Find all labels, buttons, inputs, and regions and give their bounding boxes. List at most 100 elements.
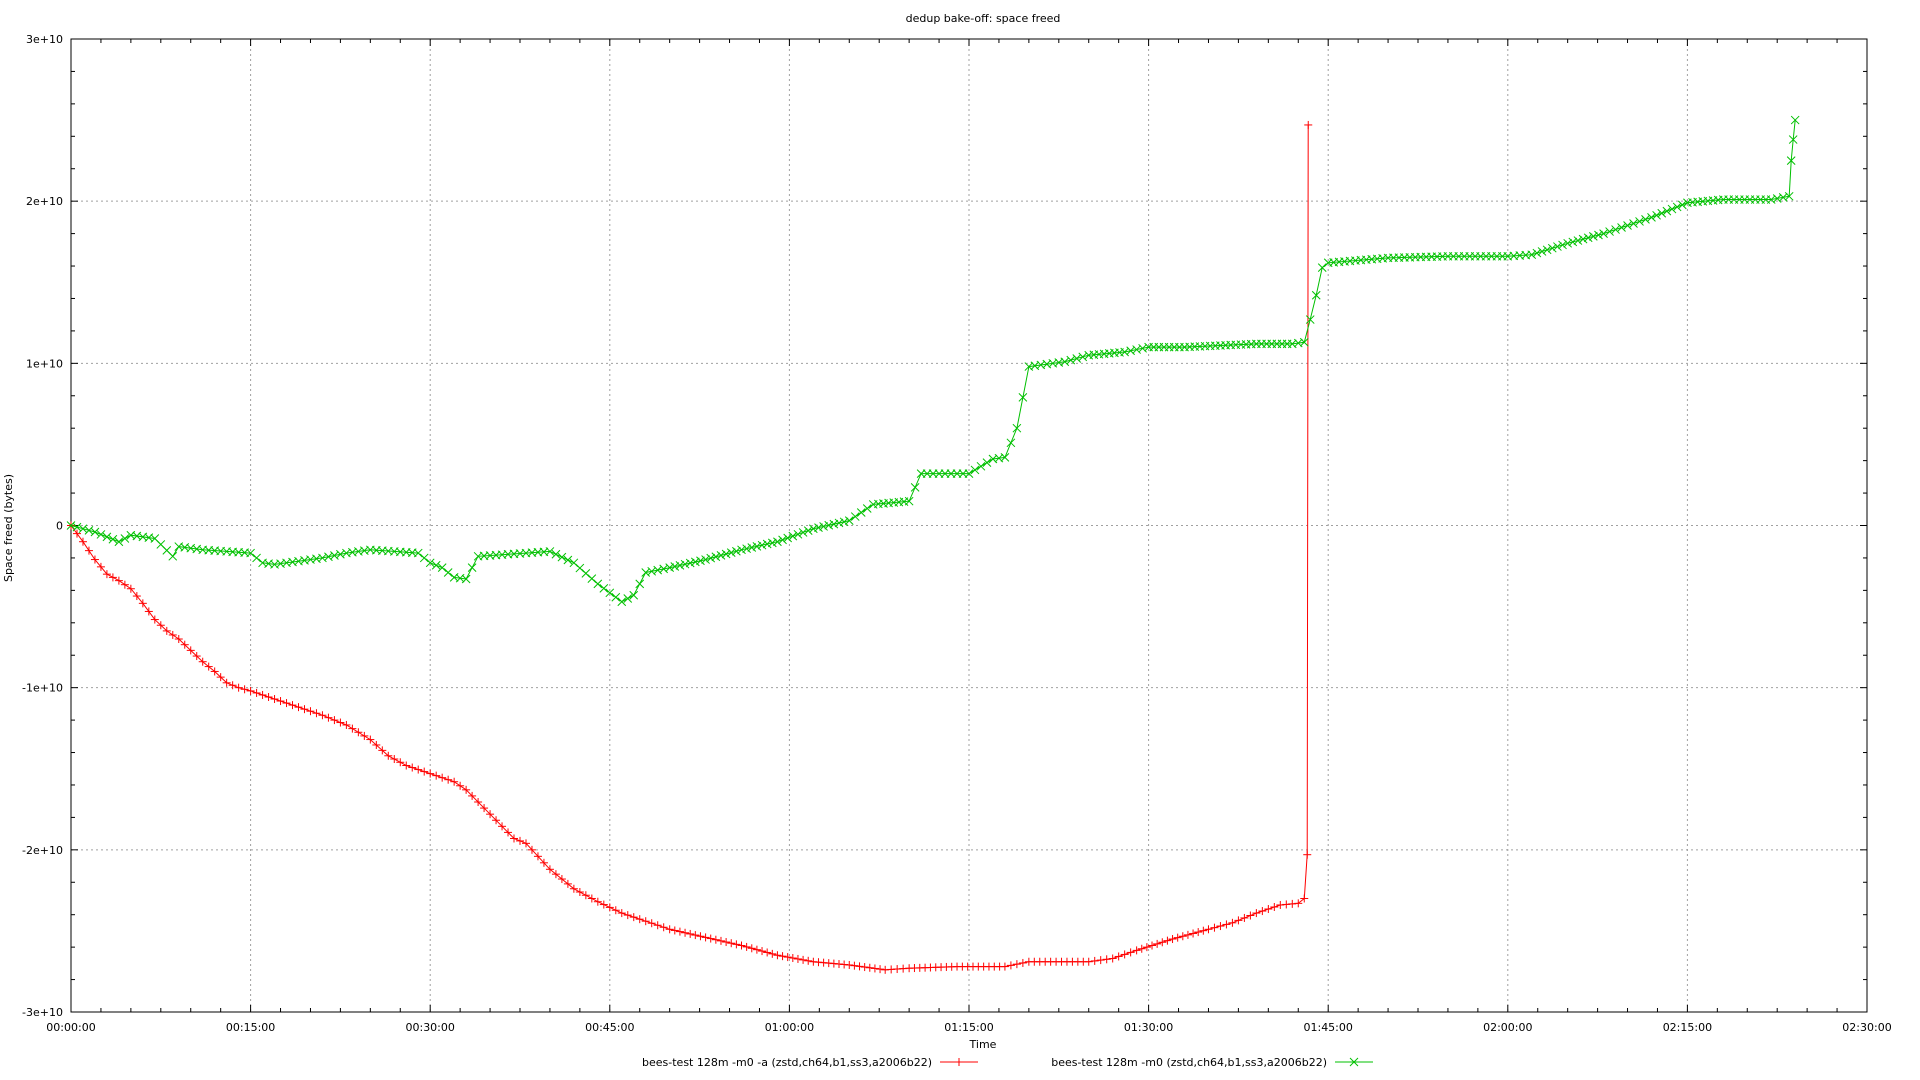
- sample-point-b: [1018, 393, 1028, 402]
- sample-point-b: [1115, 348, 1124, 357]
- sample-point-b: [533, 547, 543, 557]
- sample-point-b: [509, 549, 519, 559]
- sample-point-b: [1629, 219, 1638, 228]
- sample-point-b: [1578, 234, 1588, 244]
- sample-point-b: [1573, 236, 1583, 245]
- sample-point-b: [659, 564, 669, 574]
- data-point-b: [114, 537, 124, 547]
- sample-point-b: [1672, 202, 1682, 212]
- y-tick-label: 3e+10: [26, 33, 63, 46]
- y-tick-label: -3e+10: [22, 1006, 63, 1019]
- sample-point-b: [557, 552, 567, 562]
- sample-point-b: [670, 562, 680, 571]
- sample-point-b: [359, 546, 369, 555]
- data-point-b: [665, 563, 675, 573]
- sample-point-b: [1611, 225, 1620, 234]
- x-tick-labels: 00:00:00 00:15:00 00:30:00 00:45:00 01:00:00…: [46, 1021, 1891, 1034]
- sample-point-b: [431, 560, 441, 570]
- sample-point-b: [108, 534, 118, 544]
- sample-point-b: [934, 469, 944, 478]
- x-tick-label: 00:15:00: [226, 1021, 275, 1034]
- sample-point-b: [407, 548, 417, 558]
- data-point-b: [1784, 191, 1794, 201]
- sample-point-b: [611, 592, 621, 602]
- data-point-b: [1000, 453, 1010, 462]
- sample-point-b: [264, 559, 273, 568]
- y-tick-labels: 3e+10 2e+10 1e+10 0 -1e+10 -2e+10 -3e+10: [22, 33, 63, 1019]
- sample-point-b: [767, 538, 777, 548]
- sample-point-b: [252, 553, 261, 563]
- sample-point-b: [240, 548, 249, 558]
- data-point-b: [90, 527, 100, 537]
- sample-point-b: [1126, 346, 1135, 356]
- sample-point-b: [1293, 338, 1303, 348]
- series-2: [66, 115, 1800, 607]
- sample-point-b: [976, 461, 986, 471]
- sample-point-b: [1521, 250, 1531, 260]
- sample-point-b: [747, 543, 757, 552]
- series-2-markers: [66, 115, 1800, 607]
- sample-point-b: [732, 546, 741, 556]
- data-point-b: [844, 516, 854, 525]
- data-point-b: [294, 556, 303, 566]
- data-point-b: [629, 590, 639, 600]
- sample-point-b: [726, 548, 736, 557]
- sample-point-b: [1677, 200, 1687, 210]
- y-tick-label: 2e+10: [26, 195, 63, 208]
- legend-marker-b: [1349, 1057, 1359, 1067]
- sample-point-b: [192, 544, 202, 554]
- sample-point-b: [994, 453, 1004, 463]
- sample-point-b: [1378, 254, 1387, 263]
- data-point-b: [988, 454, 998, 464]
- sample-point-b: [716, 551, 726, 560]
- sample-point-b: [1537, 247, 1547, 256]
- data-point-b: [168, 551, 178, 561]
- sample-point-b: [1641, 215, 1650, 224]
- x-tick-label: 02:15:00: [1663, 1021, 1712, 1034]
- data-point-b: [102, 532, 112, 542]
- data-point-b: [1036, 360, 1046, 370]
- sample-point-b: [348, 547, 357, 557]
- sample-point-b: [330, 551, 339, 560]
- sample-point-b: [623, 594, 633, 603]
- sample-point-b: [970, 465, 980, 475]
- sample-point-b: [336, 549, 345, 559]
- sample-point-b: [162, 546, 172, 555]
- sample-point-b: [1667, 204, 1677, 214]
- legend-sample-series-1: [940, 1058, 978, 1066]
- sample-point-b: [1662, 206, 1672, 216]
- sample-point-b: [276, 559, 285, 568]
- sample-point-b: [696, 556, 705, 566]
- data-point-b: [1647, 213, 1656, 222]
- sample-point-b: [819, 522, 828, 531]
- sample-point-b: [1778, 193, 1788, 202]
- data-point-b: [1305, 315, 1315, 324]
- sample-point-b: [1138, 343, 1147, 353]
- sample-point-b: [653, 565, 663, 575]
- sample-point-b: [762, 539, 772, 549]
- x-tick-label: 02:30:00: [1842, 1021, 1891, 1034]
- sample-point-b: [757, 540, 767, 550]
- sample-point-b: [1042, 359, 1052, 369]
- data-point-b: [66, 521, 76, 530]
- sample-point-b: [856, 508, 866, 517]
- sample-point-b: [300, 556, 309, 565]
- sample-point-b: [72, 522, 82, 532]
- sample-point-b: [491, 550, 501, 560]
- data-point-b: [808, 524, 818, 534]
- y-tick-label: -1e+10: [22, 682, 63, 695]
- sample-point-b: [455, 573, 465, 583]
- sample-point-b: [1210, 341, 1220, 351]
- sample-point-b: [1048, 358, 1058, 368]
- x-tick-label: 00:30:00: [405, 1021, 454, 1034]
- sample-point-b: [958, 469, 968, 478]
- sample-point-b: [910, 483, 920, 492]
- sample-point-b: [862, 504, 872, 513]
- sample-point-b: [282, 558, 291, 568]
- sample-point-b: [1605, 227, 1614, 236]
- sample-point-b: [685, 558, 695, 568]
- data-point-b: [473, 551, 483, 561]
- sample-point-b: [1498, 251, 1507, 261]
- sample-point-b: [850, 512, 860, 521]
- legend-label-series-2: bees-test 128m -m0 (zstd,ch64,b1,ss3,a20…: [1051, 1056, 1327, 1069]
